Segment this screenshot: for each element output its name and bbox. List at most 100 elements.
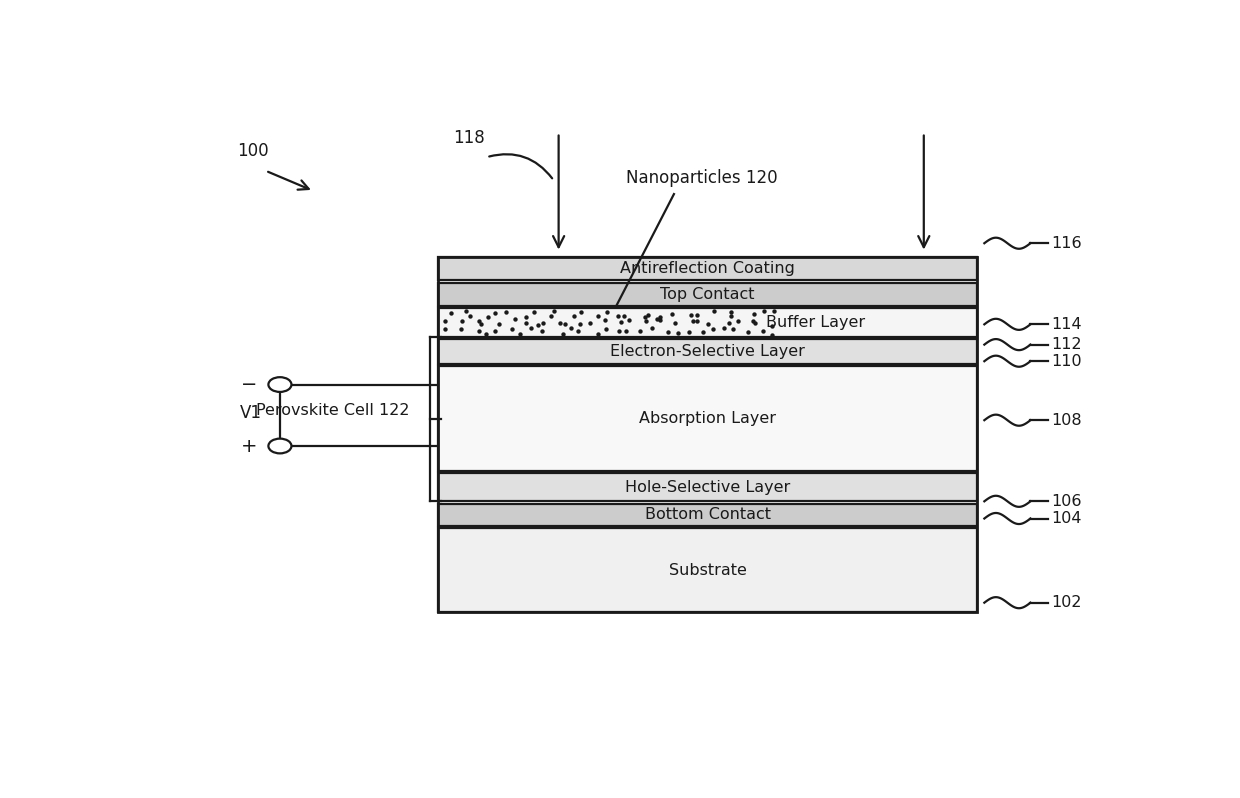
- Point: [665, 316, 684, 329]
- Point: [687, 309, 707, 322]
- Point: [678, 326, 698, 338]
- Point: [614, 310, 634, 322]
- Point: [453, 314, 472, 327]
- Text: V1: V1: [241, 405, 262, 422]
- Point: [476, 328, 496, 341]
- Point: [471, 318, 491, 330]
- Point: [502, 322, 522, 335]
- Bar: [439, 504, 977, 526]
- Text: 114: 114: [1052, 317, 1083, 332]
- Point: [682, 308, 702, 321]
- Point: [551, 316, 570, 329]
- Text: 116: 116: [1052, 235, 1083, 251]
- Point: [650, 310, 670, 323]
- Point: [516, 316, 536, 329]
- Text: +: +: [241, 437, 258, 456]
- Point: [668, 326, 688, 339]
- Point: [616, 325, 636, 338]
- Text: Top Contact: Top Contact: [661, 286, 755, 302]
- Circle shape: [268, 439, 291, 453]
- Point: [687, 315, 707, 328]
- Point: [763, 319, 782, 332]
- Point: [608, 310, 627, 323]
- Text: Antireflection Coating: Antireflection Coating: [620, 261, 795, 276]
- Point: [560, 322, 580, 334]
- Text: 108: 108: [1052, 413, 1083, 428]
- Point: [637, 309, 657, 322]
- Point: [569, 318, 589, 330]
- Point: [485, 325, 505, 338]
- Point: [745, 317, 765, 330]
- Point: [456, 304, 476, 317]
- Bar: [439, 473, 977, 501]
- Point: [619, 314, 639, 327]
- Point: [693, 326, 713, 338]
- Point: [580, 317, 600, 330]
- Text: Substrate: Substrate: [668, 563, 746, 578]
- Point: [511, 328, 531, 341]
- Point: [703, 323, 723, 336]
- Point: [556, 318, 575, 330]
- Point: [496, 306, 516, 318]
- Bar: [439, 257, 977, 612]
- Point: [683, 314, 703, 327]
- Point: [564, 310, 584, 322]
- Text: 100: 100: [237, 142, 268, 160]
- Point: [588, 310, 608, 323]
- Text: Perovskite Cell 122: Perovskite Cell 122: [255, 404, 409, 418]
- Point: [763, 328, 782, 341]
- Point: [435, 322, 455, 335]
- Text: 102: 102: [1052, 595, 1083, 610]
- Text: 118: 118: [453, 129, 485, 148]
- Point: [630, 325, 650, 338]
- Text: Electron-Selective Layer: Electron-Selective Layer: [610, 344, 805, 359]
- Point: [719, 317, 739, 330]
- Text: Buffer Layer: Buffer Layer: [765, 315, 864, 330]
- Point: [658, 326, 678, 338]
- Point: [516, 311, 536, 324]
- Point: [704, 304, 724, 317]
- Point: [569, 324, 589, 337]
- Text: 110: 110: [1052, 354, 1083, 369]
- Point: [650, 314, 670, 326]
- Point: [485, 307, 505, 320]
- Point: [451, 323, 471, 336]
- Text: 112: 112: [1052, 337, 1083, 352]
- Point: [714, 322, 734, 334]
- Point: [611, 316, 631, 329]
- Point: [744, 308, 764, 321]
- Point: [595, 314, 615, 327]
- Point: [521, 322, 541, 334]
- Point: [738, 325, 758, 338]
- Text: Nanoparticles 120: Nanoparticles 120: [626, 168, 777, 187]
- Point: [642, 322, 662, 335]
- Point: [662, 307, 682, 320]
- Point: [636, 315, 656, 328]
- Point: [722, 305, 742, 318]
- Bar: [439, 366, 977, 471]
- Bar: [439, 282, 977, 306]
- Point: [698, 317, 718, 330]
- Point: [764, 305, 784, 318]
- Point: [754, 305, 774, 318]
- Bar: [439, 339, 977, 364]
- Bar: [439, 308, 977, 337]
- Point: [723, 323, 743, 336]
- Point: [470, 324, 490, 337]
- Point: [610, 325, 630, 338]
- Point: [477, 310, 497, 323]
- Point: [647, 313, 667, 326]
- Point: [489, 318, 508, 331]
- Point: [532, 325, 552, 338]
- Point: [588, 327, 608, 340]
- Text: Absorption Layer: Absorption Layer: [639, 411, 776, 426]
- Point: [505, 313, 525, 326]
- Point: [570, 306, 590, 318]
- Point: [460, 310, 480, 322]
- Bar: [439, 257, 977, 280]
- Point: [635, 311, 655, 324]
- Point: [533, 316, 553, 329]
- Point: [743, 314, 763, 327]
- Point: [528, 319, 548, 332]
- Text: 104: 104: [1052, 511, 1083, 526]
